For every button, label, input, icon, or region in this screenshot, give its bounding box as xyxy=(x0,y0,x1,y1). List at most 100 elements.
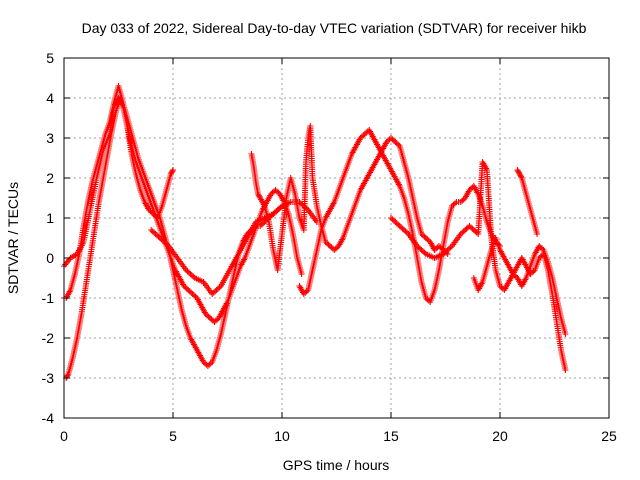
data-point-fill xyxy=(467,224,474,231)
data-point-fill xyxy=(185,269,192,276)
data-point-fill xyxy=(273,188,280,195)
data-point-fill xyxy=(460,228,467,235)
data-point-fill xyxy=(360,132,367,139)
data-point-fill xyxy=(469,225,476,232)
data-point-fill xyxy=(390,217,397,224)
data-point-fill xyxy=(419,248,426,255)
y-tick-label: -1 xyxy=(42,290,55,306)
y-tick-label: 1 xyxy=(46,210,54,226)
data-point-fill xyxy=(417,245,424,252)
data-point xyxy=(562,367,569,373)
x-axis-title: GPS time / hours xyxy=(283,457,390,473)
x-tick-label: 15 xyxy=(383,428,399,444)
data-point-fill xyxy=(459,229,466,236)
data-point-fill xyxy=(206,361,213,368)
data-point-fill xyxy=(389,216,396,223)
data-point-fill xyxy=(447,244,454,251)
data-point xyxy=(562,331,569,337)
y-tick-label: -4 xyxy=(42,410,55,426)
data-point-fill xyxy=(443,248,450,255)
data-point xyxy=(534,231,541,237)
data-point xyxy=(189,291,196,297)
data-point-fill xyxy=(149,228,156,235)
data-point xyxy=(272,187,279,193)
series-trace-f xyxy=(296,127,503,305)
data-point xyxy=(170,167,176,173)
data-point xyxy=(422,235,429,241)
data-point-fill xyxy=(328,244,335,251)
axis-ticks: 0 5 10 15 20 25 -4 -3 -2 -1 0 1 2 3 4 5 xyxy=(42,50,617,444)
data-point-fill xyxy=(418,247,425,253)
data-point-fill xyxy=(424,236,431,243)
data-points xyxy=(61,83,569,381)
data-point-fill xyxy=(451,200,458,207)
data-point-fill xyxy=(462,227,469,233)
y-tick-label: 3 xyxy=(46,130,54,146)
data-point-fill xyxy=(208,316,215,323)
data-point-fill xyxy=(389,136,396,143)
data-point-fill xyxy=(274,207,281,213)
x-tick-label: 20 xyxy=(492,428,508,444)
data-point xyxy=(331,247,338,253)
x-tick-label: 5 xyxy=(169,428,177,444)
x-tick-label: 25 xyxy=(601,428,617,444)
data-point-fill xyxy=(459,197,466,204)
data-point-fill xyxy=(151,229,158,236)
data-point xyxy=(392,139,399,145)
data-point-fill xyxy=(399,225,406,232)
chart-title: Day 033 of 2022, Sidereal Day-to-day VTE… xyxy=(82,20,587,36)
data-point xyxy=(326,243,333,249)
data-point-fill xyxy=(212,288,219,295)
data-point xyxy=(185,287,192,293)
data-point-fill xyxy=(393,220,400,227)
data-point-fill xyxy=(169,168,176,175)
data-point-fill xyxy=(213,287,220,293)
data-point-fill xyxy=(215,285,222,292)
data-point-fill xyxy=(186,288,193,295)
y-tick-label: 2 xyxy=(46,170,54,186)
data-point xyxy=(298,271,305,277)
data-point-fill xyxy=(390,137,397,144)
series-trace-d xyxy=(148,199,320,297)
data-point-fill xyxy=(398,224,405,231)
data-point-fill xyxy=(273,208,280,215)
data-point-fill xyxy=(191,292,198,299)
data-point-fill xyxy=(392,219,399,225)
y-tick-label: -3 xyxy=(42,370,55,386)
data-point xyxy=(466,223,473,229)
x-tick-label: 10 xyxy=(274,428,290,444)
y-tick-label: -2 xyxy=(42,330,55,346)
data-point-fill xyxy=(401,227,408,233)
data-point xyxy=(388,215,394,221)
data-point-fill xyxy=(155,233,162,240)
data-point-fill xyxy=(188,272,195,279)
data-point-fill xyxy=(325,241,332,248)
data-point-fill xyxy=(276,205,283,212)
data-point xyxy=(361,131,368,137)
data-point-fill xyxy=(518,173,525,180)
data-point-fill xyxy=(212,317,219,324)
data-point-fill xyxy=(154,232,161,239)
data-point-fill xyxy=(332,245,339,252)
y-tick-label: 0 xyxy=(46,250,54,266)
series-trace-e xyxy=(248,123,451,273)
data-point xyxy=(207,315,214,321)
data-point xyxy=(211,319,218,325)
y-axis-title: SDTVAR / TECUs xyxy=(5,182,21,294)
x-tick-label: 0 xyxy=(60,428,68,444)
series-trace-h xyxy=(470,235,569,373)
data-point-fill xyxy=(168,169,175,176)
data-point xyxy=(204,363,211,369)
data-point xyxy=(388,135,394,141)
data-point-fill xyxy=(152,231,159,237)
data-point-fill xyxy=(463,225,470,232)
series-trace-i xyxy=(514,167,541,237)
data-point-fill xyxy=(395,221,402,228)
y-tick-label: 5 xyxy=(46,50,54,66)
data-point-fill xyxy=(205,313,212,320)
data-point-fill xyxy=(183,285,190,292)
data-point-fill xyxy=(184,268,191,275)
data-point-fill xyxy=(403,229,410,236)
plot-frame xyxy=(63,57,610,419)
data-point-fill xyxy=(188,289,195,296)
